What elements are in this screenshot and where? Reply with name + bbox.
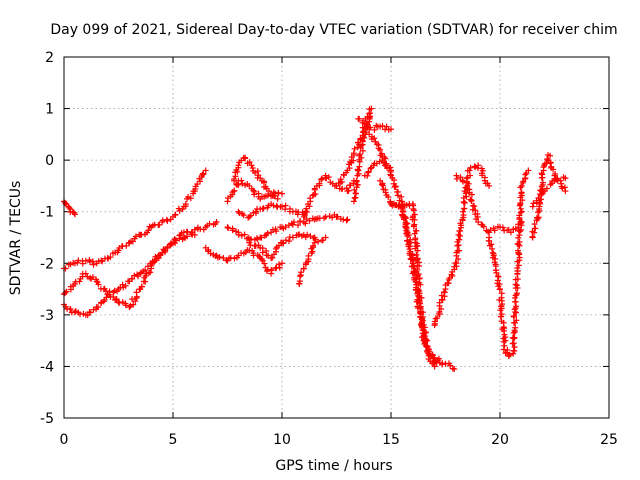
- y-tick-label: -4: [40, 359, 54, 375]
- series-track-b: [61, 167, 209, 272]
- series-track-s: [388, 200, 458, 373]
- y-tick-label: 0: [45, 153, 54, 169]
- series-track-i: [202, 244, 285, 277]
- series-track-q: [361, 157, 394, 179]
- series-track-u: [453, 172, 525, 236]
- chart-title: Day 099 of 2021, Sidereal Day-to-day VTE…: [50, 22, 617, 38]
- x-axis-label: GPS time / hours: [275, 458, 392, 474]
- series-track-j: [231, 154, 281, 202]
- series-track-n: [350, 105, 375, 205]
- y-tick-label: 1: [45, 102, 54, 118]
- x-tick-label: 0: [60, 432, 69, 448]
- series-track-t: [431, 162, 493, 329]
- series-track-y: [529, 174, 569, 210]
- series-track-d: [61, 231, 198, 311]
- series-track-l: [296, 234, 329, 287]
- series-track-g: [235, 200, 307, 221]
- series-track-v: [485, 234, 517, 360]
- y-tick-label: -1: [40, 205, 54, 221]
- grid-lines: [64, 57, 609, 418]
- x-tick-label: 10: [273, 432, 291, 448]
- series-track-o: [355, 115, 394, 133]
- series-track-x: [529, 151, 569, 241]
- series-track-h: [246, 231, 318, 262]
- axis-ticks: 0 5 10 15 20 25 -5 -4 -3 -2 -1 0 1 2: [40, 50, 618, 448]
- x-tick-label: 20: [491, 432, 509, 448]
- series-track-p: [366, 131, 442, 370]
- x-tick-label: 5: [169, 432, 178, 448]
- y-tick-label: 2: [45, 50, 54, 66]
- y-tick-label: -5: [40, 411, 54, 427]
- data-points: [61, 105, 569, 373]
- y-axis-label: SDTVAR / TECUs: [8, 181, 24, 296]
- series-track-e: [224, 211, 351, 244]
- series-track-w: [509, 167, 532, 357]
- series-track-k: [300, 172, 357, 220]
- y-tick-label: -3: [40, 308, 54, 324]
- series-track-a: [61, 198, 78, 218]
- y-tick-label: -2: [40, 256, 54, 272]
- x-tick-label: 15: [382, 432, 400, 448]
- plot-frame: [63, 56, 610, 419]
- x-tick-label: 25: [600, 432, 618, 448]
